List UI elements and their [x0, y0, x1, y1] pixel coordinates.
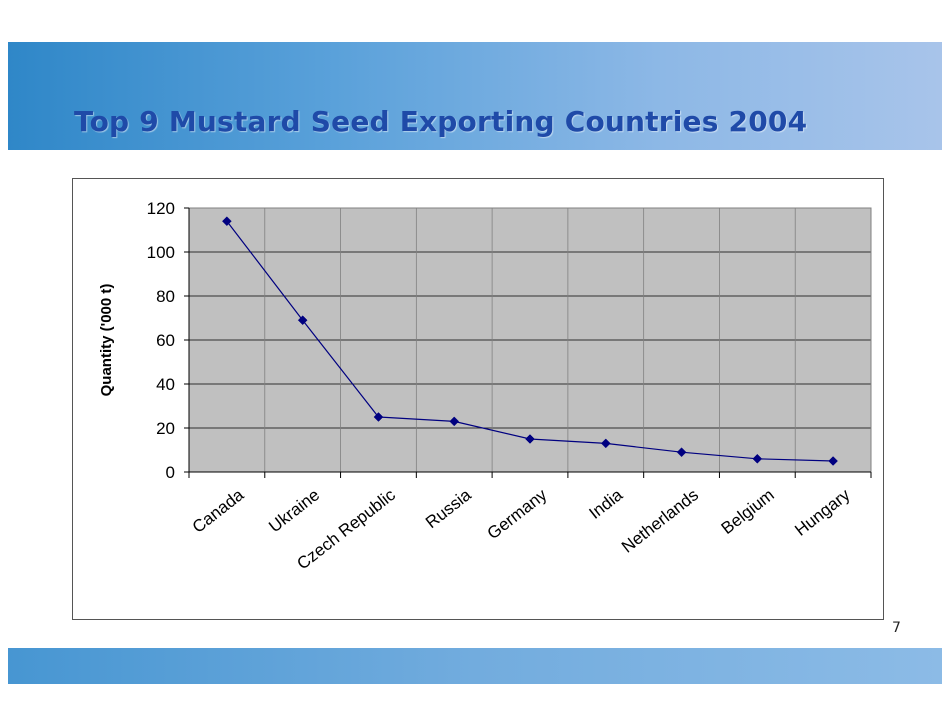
y-tick-label: 60	[156, 331, 175, 350]
x-tick-label: Russia	[422, 485, 475, 532]
y-tick-label: 20	[156, 419, 175, 438]
data-point-netherlands	[676, 447, 687, 458]
y-tick-label: 120	[147, 199, 175, 218]
data-point-belgium	[752, 453, 763, 464]
slide-title: Top 9 Mustard Seed Exporting Countries 2…	[74, 105, 808, 138]
series-markers	[222, 216, 838, 466]
chart-frame: 0 20 40 60 80 100 120 Canada Ukraine Czech Repub…	[72, 178, 884, 620]
y-tick-label: 80	[156, 287, 175, 306]
y-axis: 0 20 40 60 80 100 120	[147, 199, 190, 482]
page-number: 7	[892, 620, 901, 636]
footer-band	[8, 648, 942, 684]
y-tick-label: 40	[156, 375, 175, 394]
data-point-hungary	[828, 456, 838, 466]
vertical-gridlines	[264, 208, 796, 472]
data-point-canada	[222, 216, 232, 227]
y-tick-label: 0	[166, 463, 175, 482]
x-tick-label: Canada	[189, 485, 248, 537]
x-tick-label: India	[585, 485, 626, 523]
data-point-russia	[449, 416, 460, 427]
y-tick-label: 100	[147, 243, 175, 262]
x-tick-label: Ukraine	[265, 485, 323, 536]
data-point-czech-republic	[373, 412, 384, 422]
x-tick-label: Germany	[484, 485, 551, 543]
x-tick-label: Belgium	[718, 485, 778, 538]
data-point-germany	[525, 434, 535, 444]
x-tick-label: Hungary	[791, 485, 854, 540]
y-axis-label: Quantity ('000 t)	[98, 284, 115, 397]
data-point-ukraine	[297, 315, 308, 326]
data-point-india	[600, 438, 611, 449]
x-tick-label: Netherlands	[618, 485, 702, 556]
title-band	[8, 42, 942, 150]
